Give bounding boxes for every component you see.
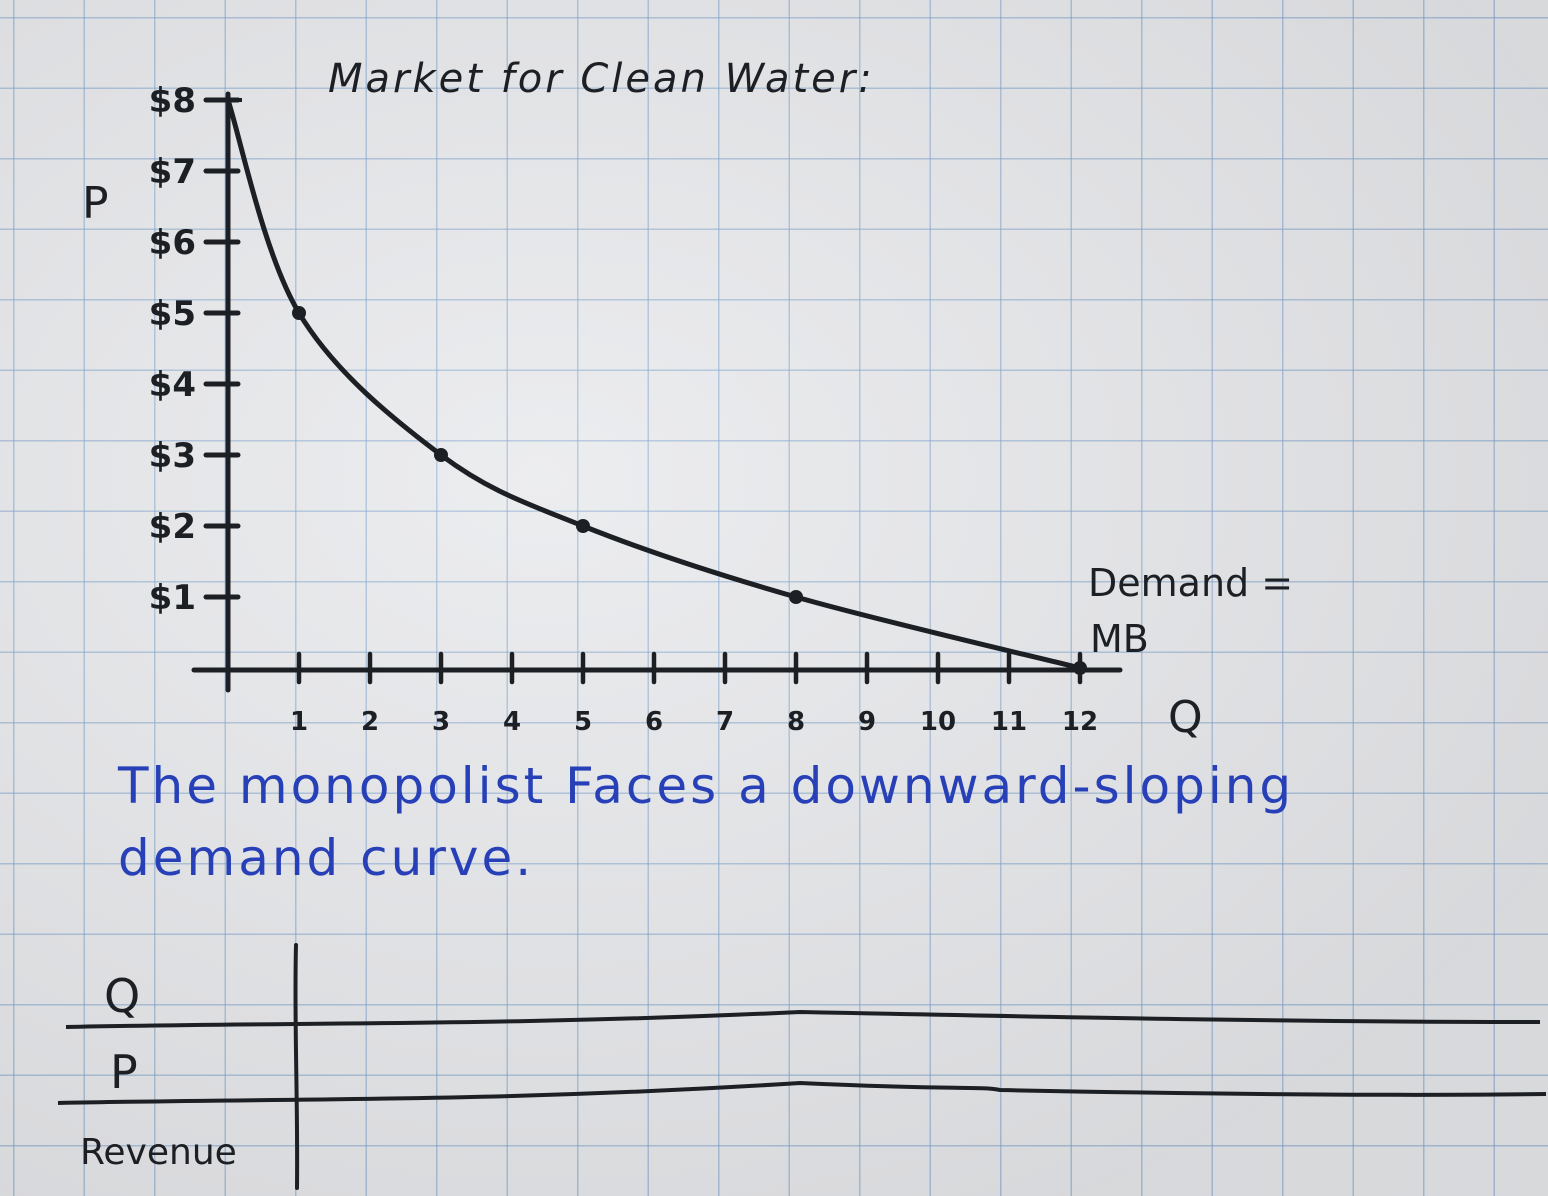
x-tick-label: 6 bbox=[645, 707, 663, 737]
x-tick-label: 9 bbox=[858, 707, 876, 737]
y-tick-label: $6 bbox=[149, 223, 196, 263]
curve-label-line1: Demand = bbox=[1088, 561, 1293, 605]
demand-point bbox=[1073, 661, 1087, 675]
x-axis-label: Q bbox=[1168, 692, 1203, 743]
x-axis-ticks: 1 2 3 4 5 6 7 8 9 10 11 12 bbox=[290, 651, 1098, 737]
y-tick-label: $5 bbox=[149, 294, 196, 334]
curve-label-line2: MB bbox=[1090, 617, 1149, 661]
y-axis-ticks: $1 $2 $3 $4 $5 $6 $7 $8 bbox=[149, 81, 241, 618]
y-tick-label: $8 bbox=[149, 81, 196, 121]
chart-title: Market for Clean Water: bbox=[328, 56, 875, 102]
table-vertical-divider bbox=[293, 943, 300, 1190]
x-tick-label: 5 bbox=[574, 707, 592, 737]
x-tick-label: 1 bbox=[290, 707, 308, 737]
x-tick-label: 2 bbox=[361, 707, 379, 737]
caption-text: The monopolist Faces a downward-sloping … bbox=[118, 757, 1295, 887]
table-row-label-p: P bbox=[110, 1045, 138, 1099]
x-tick-label: 4 bbox=[503, 707, 521, 737]
x-tick-label: 3 bbox=[432, 707, 450, 737]
y-tick-label: $3 bbox=[149, 436, 196, 476]
y-tick-label: $2 bbox=[149, 507, 196, 547]
x-tick-label: 10 bbox=[920, 707, 956, 737]
y-tick-label: $7 bbox=[149, 152, 196, 192]
demand-point bbox=[292, 306, 306, 320]
table-row-divider-1 bbox=[65, 1009, 1541, 1029]
table-row-label-q: Q bbox=[104, 969, 140, 1023]
revenue-table: Q P Revenue bbox=[57, 943, 1547, 1190]
demand-point bbox=[576, 519, 590, 533]
demand-point bbox=[434, 448, 448, 462]
chart-axes bbox=[191, 91, 1123, 693]
demand-curve-line bbox=[225, 97, 1083, 671]
table-row-divider-2 bbox=[57, 1080, 1547, 1105]
x-tick-label: 8 bbox=[787, 707, 805, 737]
x-tick-label: 12 bbox=[1062, 707, 1098, 737]
y-tick-label: $4 bbox=[149, 365, 196, 405]
x-tick-label: 7 bbox=[716, 707, 734, 737]
y-tick-label: $1 bbox=[149, 578, 196, 618]
y-axis-label: P bbox=[82, 178, 109, 229]
table-row-label-revenue: Revenue bbox=[80, 1132, 237, 1173]
x-tick-label: 11 bbox=[991, 707, 1027, 737]
demand-point bbox=[789, 590, 803, 604]
demand-curve-group bbox=[214, 97, 1087, 675]
